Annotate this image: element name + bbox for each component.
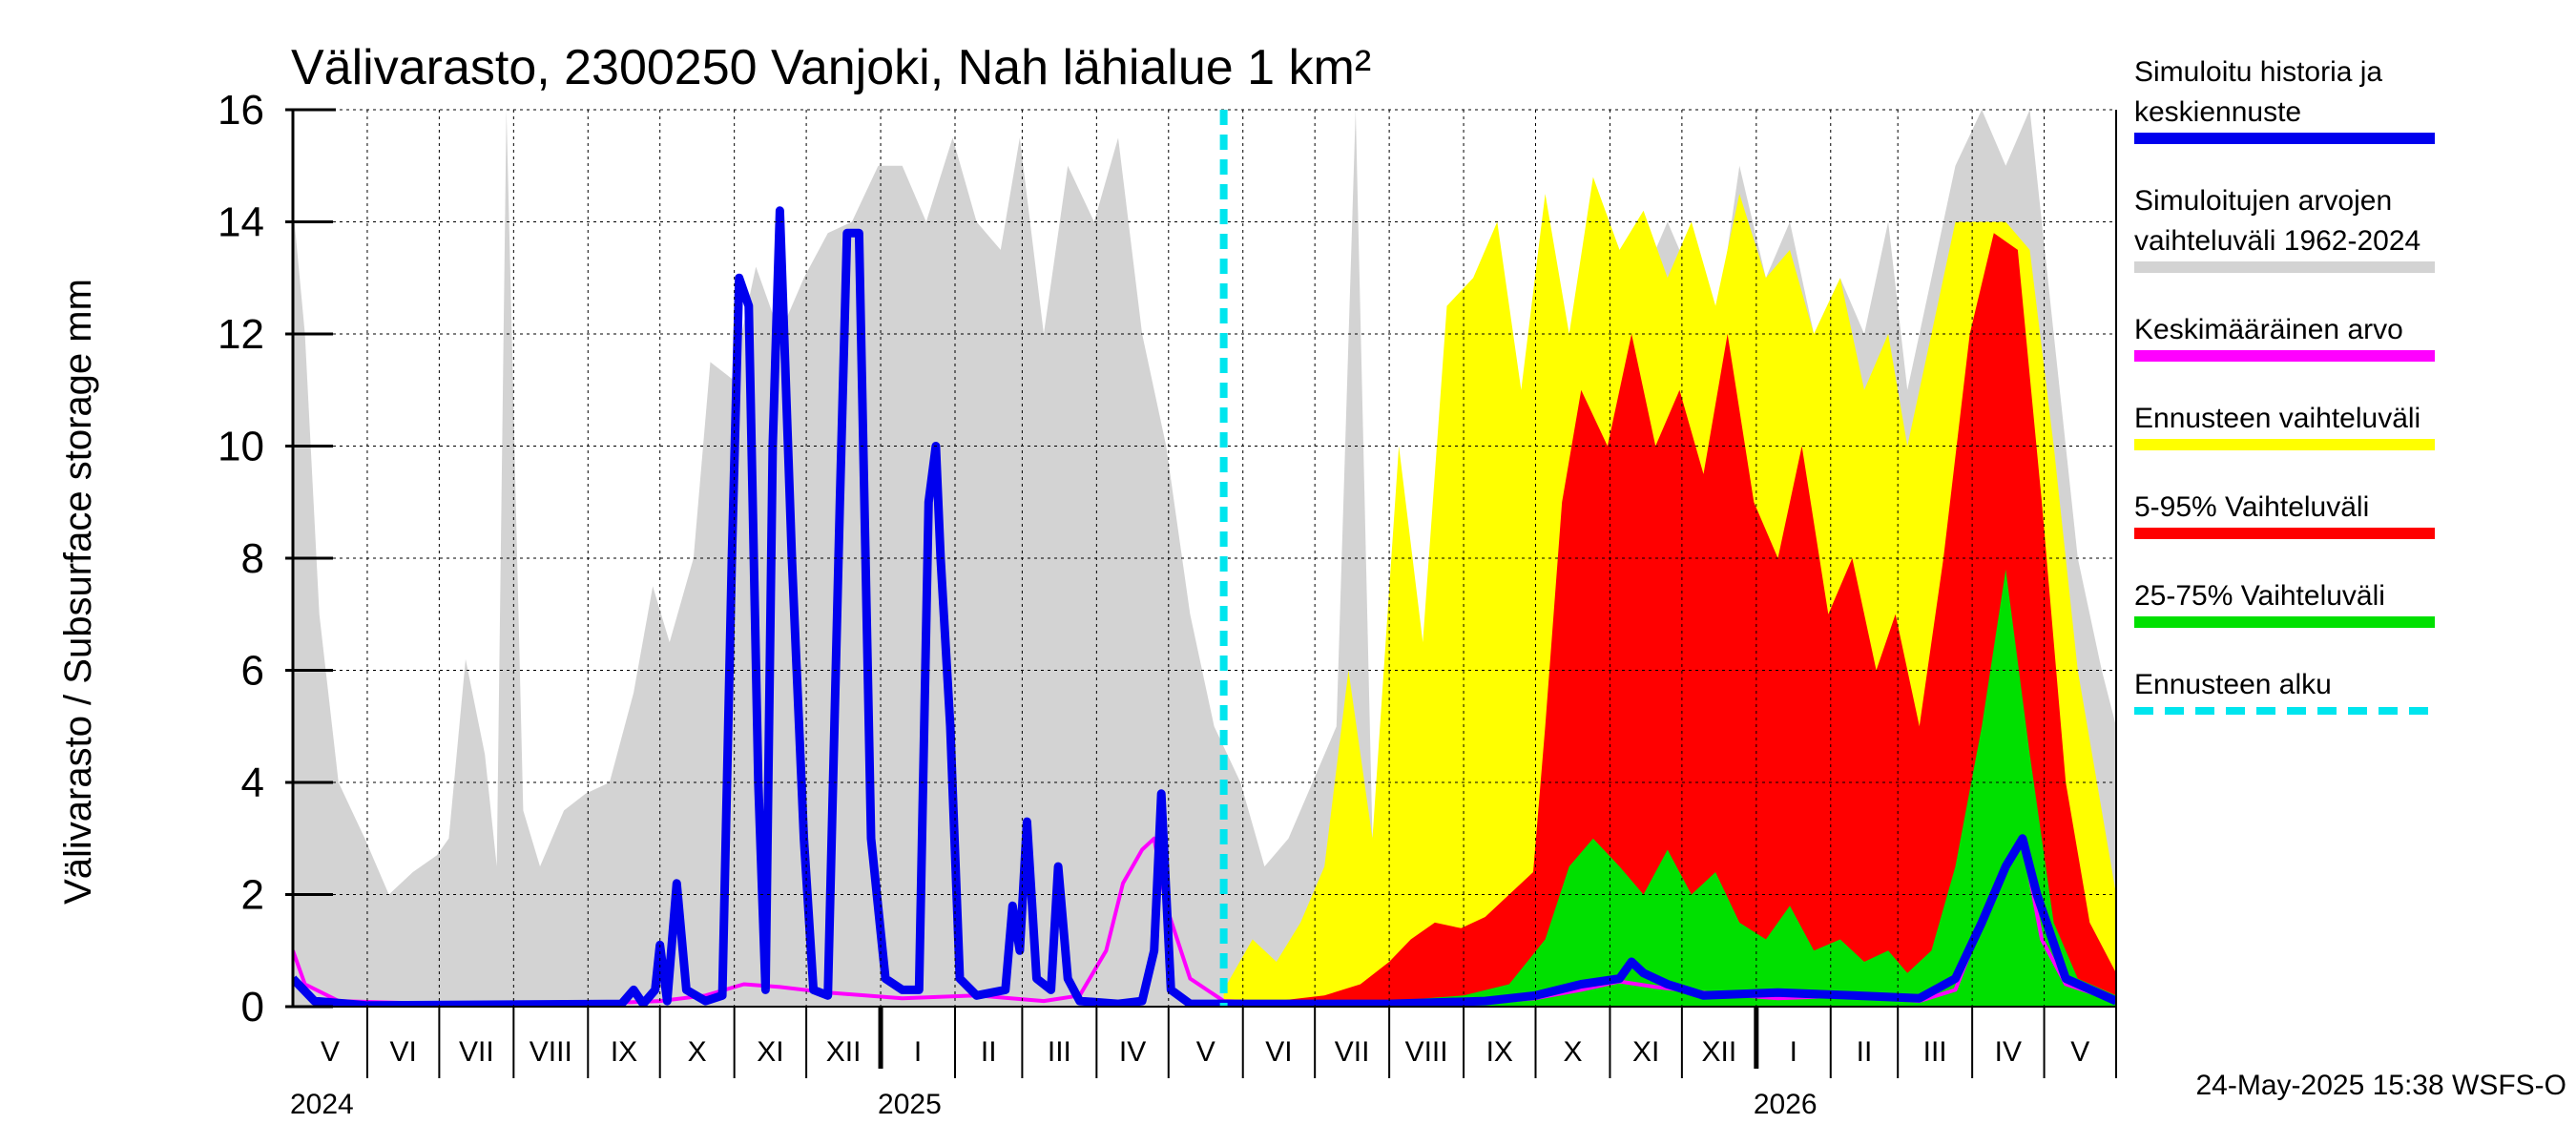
legend-item: Ennusteen vaihteluväli (2134, 403, 2435, 450)
y-tick-label: 4 (241, 760, 264, 806)
x-month-label: I (914, 1036, 922, 1068)
legend-label: keskiennuste (2134, 96, 2301, 128)
y-tick-label: 2 (241, 872, 264, 919)
y-tick-label: 12 (218, 311, 264, 358)
y-axis-label: Välivarasto / Subsurface storage mm (57, 279, 99, 905)
legend-item: Keskimääräinen arvo (2134, 314, 2435, 362)
x-month-label: III (1923, 1036, 1947, 1068)
x-month-label: V (2070, 1036, 2089, 1068)
x-month-label: VI (389, 1036, 416, 1068)
x-year-label: 2026 (1754, 1089, 1818, 1120)
y-tick-label: 0 (241, 984, 264, 1030)
x-month-label: V (1196, 1036, 1215, 1068)
legend-label: vaihteluväli 1962-2024 (2134, 225, 2420, 257)
x-month-label: VII (459, 1036, 494, 1068)
x-month-label: V (321, 1036, 340, 1068)
x-month-label: VIII (530, 1036, 572, 1068)
x-month-label: VI (1265, 1036, 1292, 1068)
x-year-label: 2024 (290, 1089, 354, 1120)
legend-item: 25-75% Vaihteluväli (2134, 580, 2435, 628)
x-month-label: IV (1995, 1036, 2022, 1068)
y-tick-label: 8 (241, 535, 264, 582)
x-month-label: IX (1486, 1036, 1513, 1068)
legend-label: 25-75% Vaihteluväli (2134, 580, 2385, 612)
series-band-5-95-vaihteluv-li (1223, 233, 2116, 1007)
x-month-label: VIII (1405, 1036, 1448, 1068)
legend-item: Ennusteen alku (2134, 669, 2435, 715)
x-month-label: XII (826, 1036, 862, 1068)
x-year-label: 2025 (878, 1089, 942, 1120)
timestamp: 24-May-2025 15:38 WSFS-O (2196, 1070, 2567, 1101)
legend-item: Simuloitujen arvojen vaihteluväli 1962-20… (2134, 185, 2435, 273)
legend-label: 5-95% Vaihteluväli (2134, 491, 2369, 523)
y-tick-label: 6 (241, 648, 264, 695)
series-line-keskim-r-inen-arvo (293, 836, 2116, 1007)
x-month-label: IX (611, 1036, 637, 1068)
legend-item: 5-95% Vaihteluväli (2134, 491, 2435, 539)
legend-label: Simuloitu historia ja (2134, 56, 2382, 88)
x-month-label: III (1048, 1036, 1071, 1068)
x-month-label: II (981, 1036, 997, 1068)
x-month-label: X (688, 1036, 707, 1068)
legend-label: Keskimääräinen arvo (2134, 314, 2403, 345)
y-tick-label: 10 (218, 424, 264, 470)
legend: Simuloitu historia jakeskiennusteSimuloi… (2134, 56, 2435, 715)
series-line-simuloitu-historia-ja-keskiennuste (293, 206, 2116, 1007)
x-month-label: XII (1702, 1036, 1737, 1068)
x-month-label: VII (1335, 1036, 1370, 1068)
x-month-label: XI (757, 1036, 783, 1068)
x-month-label: X (1563, 1036, 1582, 1068)
x-month-label: I (1790, 1036, 1797, 1068)
legend-item: Simuloitu historia ja keskiennuste (2134, 56, 2435, 144)
x-month-label: XI (1632, 1036, 1659, 1068)
legend-label: Ennusteen alku (2134, 669, 2332, 700)
chart-title: Välivarasto, 2300250 Vanjoki, Nah lähial… (291, 40, 1371, 95)
y-tick-label: 16 (218, 87, 264, 134)
y-tick-label: 14 (218, 199, 264, 246)
x-month-label: IV (1119, 1036, 1146, 1068)
legend-label: Ennusteen vaihteluväli (2134, 403, 2420, 434)
legend-label: Simuloitujen arvojen (2134, 185, 2392, 217)
x-month-label: II (1857, 1036, 1873, 1068)
series-band-25-75-vaihteluv-li (1223, 569, 2116, 1007)
